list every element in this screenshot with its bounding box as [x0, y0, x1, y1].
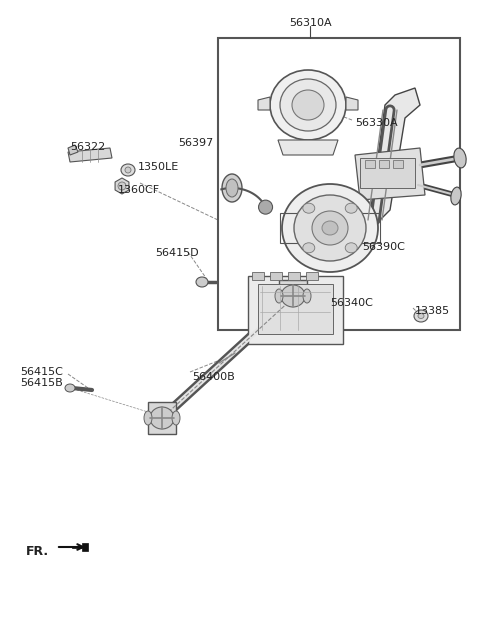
Polygon shape: [346, 97, 358, 110]
Text: 56390C: 56390C: [362, 242, 405, 252]
Text: 56310A: 56310A: [288, 18, 331, 28]
Ellipse shape: [125, 167, 131, 173]
Bar: [288, 272, 300, 280]
Polygon shape: [258, 97, 270, 110]
Ellipse shape: [121, 164, 135, 176]
Ellipse shape: [144, 411, 152, 425]
Ellipse shape: [196, 277, 208, 287]
Text: 1360CF: 1360CF: [118, 185, 160, 195]
Bar: [252, 272, 264, 280]
Bar: [379, 160, 389, 168]
Ellipse shape: [282, 184, 378, 272]
Ellipse shape: [280, 79, 336, 131]
Text: 56330A: 56330A: [355, 118, 397, 128]
Polygon shape: [68, 145, 78, 155]
Polygon shape: [355, 148, 425, 200]
Ellipse shape: [303, 289, 311, 303]
Bar: [306, 272, 318, 280]
Text: 1350LE: 1350LE: [138, 162, 179, 172]
Ellipse shape: [275, 289, 283, 303]
Ellipse shape: [65, 384, 75, 392]
Text: 56397: 56397: [179, 138, 214, 148]
Text: 56400B: 56400B: [192, 372, 235, 382]
Ellipse shape: [259, 200, 273, 214]
Text: 56340C: 56340C: [330, 298, 373, 308]
Polygon shape: [370, 88, 420, 225]
Ellipse shape: [294, 195, 366, 261]
Polygon shape: [279, 280, 307, 312]
Polygon shape: [148, 402, 176, 434]
Bar: [248, 276, 343, 344]
Ellipse shape: [418, 314, 424, 319]
Ellipse shape: [118, 182, 126, 190]
Ellipse shape: [292, 90, 324, 120]
Ellipse shape: [414, 310, 428, 322]
Ellipse shape: [451, 187, 461, 205]
Ellipse shape: [303, 203, 315, 213]
Ellipse shape: [281, 285, 305, 307]
Ellipse shape: [222, 174, 242, 202]
Bar: [365, 160, 375, 168]
Bar: [393, 160, 403, 168]
Text: 56415C: 56415C: [20, 367, 63, 377]
Text: 56322: 56322: [71, 142, 106, 152]
Ellipse shape: [226, 179, 238, 197]
Ellipse shape: [172, 411, 180, 425]
Text: 56415D: 56415D: [155, 248, 199, 258]
Ellipse shape: [303, 243, 315, 253]
Bar: [218, 38, 460, 330]
Ellipse shape: [345, 243, 357, 253]
Text: 13385: 13385: [415, 306, 450, 316]
Ellipse shape: [150, 407, 174, 429]
Bar: [258, 284, 333, 334]
Bar: [270, 272, 282, 280]
Polygon shape: [278, 140, 338, 155]
Text: FR.: FR.: [26, 545, 49, 558]
Ellipse shape: [270, 70, 346, 140]
Text: 56415B: 56415B: [20, 378, 63, 388]
Ellipse shape: [312, 211, 348, 245]
Bar: [360, 158, 415, 188]
Polygon shape: [68, 148, 112, 162]
Ellipse shape: [454, 148, 466, 168]
Ellipse shape: [322, 221, 338, 235]
Ellipse shape: [345, 203, 357, 213]
Polygon shape: [72, 543, 88, 551]
